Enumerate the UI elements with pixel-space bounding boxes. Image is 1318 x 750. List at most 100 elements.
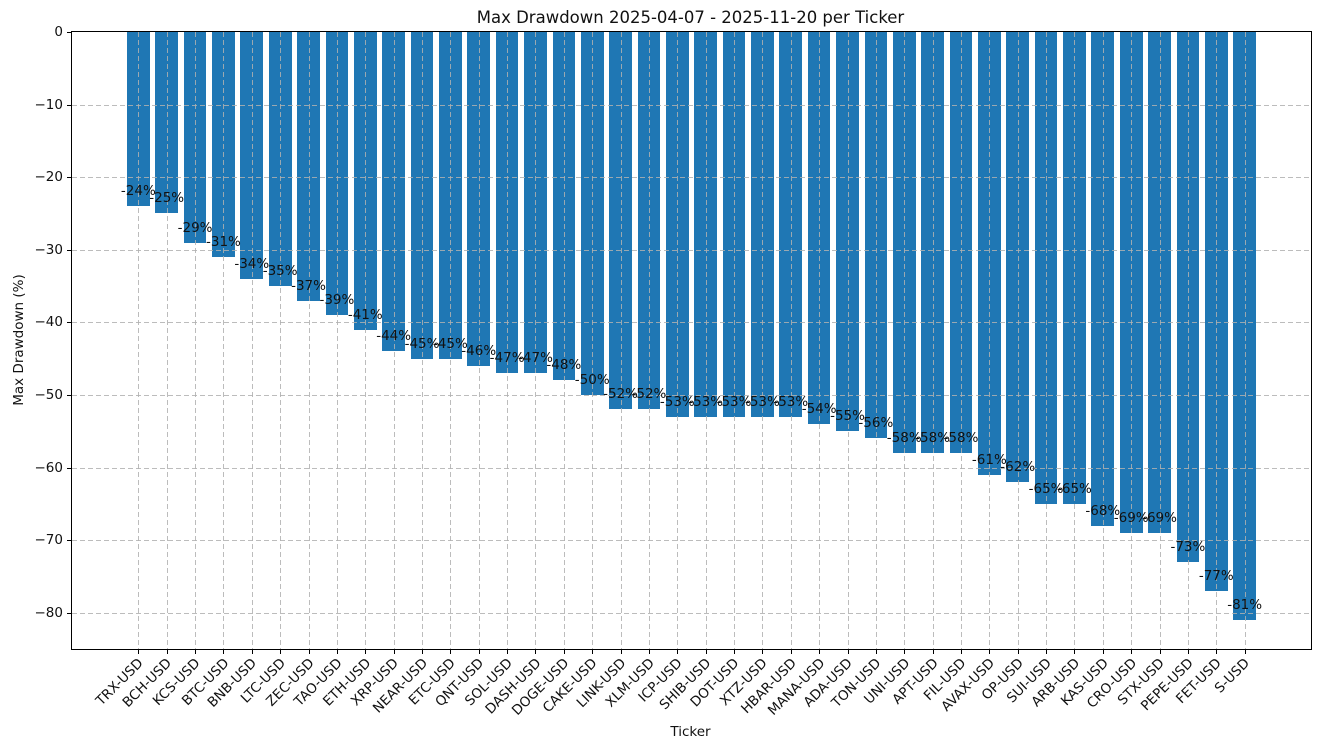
v-gridline xyxy=(478,32,480,649)
v-gridline xyxy=(280,32,282,649)
v-gridline xyxy=(507,32,509,649)
h-gridline xyxy=(72,467,1311,469)
v-gridline xyxy=(989,32,991,649)
v-gridline xyxy=(1017,32,1019,649)
h-gridline xyxy=(72,177,1311,179)
x-tick-mark xyxy=(762,649,764,654)
y-tick-label: −10 xyxy=(34,96,64,113)
x-tick-mark xyxy=(677,649,679,654)
y-tick-mark xyxy=(67,394,72,396)
x-tick-mark xyxy=(1102,649,1104,654)
y-tick-mark xyxy=(67,249,72,251)
v-gridline xyxy=(677,32,679,649)
bar-value-label: -53% xyxy=(688,393,724,410)
bar-value-label: -77% xyxy=(1198,567,1234,584)
x-tick-mark xyxy=(450,649,452,654)
bar-labels-layer: -24% -25% -29% -31% -34% -35% -37% -39% -41% -44%… xyxy=(72,32,1311,649)
v-gridline xyxy=(308,32,310,649)
h-gridline xyxy=(72,394,1311,396)
bar-value-label: -44% xyxy=(376,328,412,345)
v-gridline xyxy=(819,32,821,649)
bar-value-label: -45% xyxy=(432,335,468,352)
v-gridline xyxy=(1102,32,1104,649)
bar-value-label: -52% xyxy=(603,386,639,403)
v-gridline xyxy=(365,32,367,649)
bar-value-label: -45% xyxy=(404,335,440,352)
bar-value-label: -47% xyxy=(489,350,525,367)
y-tick-label: −30 xyxy=(34,241,64,258)
bar-value-label: -58% xyxy=(943,430,979,446)
v-gridline xyxy=(563,32,565,649)
bar-value-label: -58% xyxy=(886,430,922,446)
bar xyxy=(892,32,916,453)
x-tick-mark xyxy=(195,649,197,654)
y-tick-label: −40 xyxy=(34,314,64,331)
x-tick-mark xyxy=(535,649,537,654)
x-tick-mark xyxy=(223,649,225,654)
y-tick-mark xyxy=(67,467,72,469)
y-tick-label: 0 xyxy=(54,24,63,40)
chart-title: Max Drawdown 2025-04-07 - 2025-11-20 per… xyxy=(476,8,905,27)
y-tick-label: −80 xyxy=(34,604,64,621)
v-gridline xyxy=(1159,32,1161,649)
v-gridline xyxy=(1187,32,1189,649)
bar xyxy=(836,32,859,432)
bar-value-label: -65% xyxy=(1028,480,1064,497)
x-tick-mark xyxy=(960,649,962,654)
bar-value-label: -46% xyxy=(461,342,497,359)
x-tick-mark xyxy=(1046,649,1048,654)
h-gridline xyxy=(72,104,1311,106)
bar-value-label: -53% xyxy=(773,393,809,410)
y-tick-mark xyxy=(67,540,72,542)
x-tick-mark xyxy=(166,649,168,654)
x-tick-mark xyxy=(875,649,877,654)
bar-value-label: -41% xyxy=(347,306,383,323)
x-tick-mark xyxy=(904,649,906,654)
bar-value-label: -24% xyxy=(120,183,156,200)
v-gridline xyxy=(592,32,594,649)
v-gridline xyxy=(1046,32,1048,649)
v-gridline xyxy=(393,32,395,649)
v-gridline xyxy=(1216,32,1218,649)
bar xyxy=(580,32,604,395)
h-gridline xyxy=(72,322,1311,324)
x-tick-mark xyxy=(280,649,282,654)
y-tick-label: −50 xyxy=(34,386,64,403)
y-axis-label-text: Max Drawdown (%) xyxy=(11,274,27,406)
bar-value-label: -25% xyxy=(149,190,185,207)
bar-value-label: -69% xyxy=(1113,509,1149,526)
bar xyxy=(467,32,491,366)
x-tick-mark xyxy=(790,649,792,654)
v-gridline xyxy=(875,32,877,649)
bar-value-label: -31% xyxy=(205,234,241,251)
bar-value-label: -34% xyxy=(234,255,270,272)
bar-value-label: -69% xyxy=(1142,509,1177,526)
axis-ticks-layer: TRX-USD BCH-USD KCS-USD BTC-USD BNB-USD LTC-U… xyxy=(35,24,1311,719)
x-tick-mark xyxy=(1216,649,1218,654)
x-tick-mark xyxy=(1017,649,1019,654)
v-gridline xyxy=(960,32,962,649)
y-tick-mark xyxy=(67,104,72,106)
v-gridline xyxy=(847,32,849,649)
bar-value-label: -62% xyxy=(1000,459,1036,476)
bar-value-label: -68% xyxy=(1085,502,1121,519)
x-axis-label: Ticker xyxy=(670,724,711,740)
x-tick-mark xyxy=(648,649,650,654)
v-gridline xyxy=(734,32,736,649)
v-gridline xyxy=(535,32,537,649)
y-tick-label: −60 xyxy=(34,459,64,476)
bar-value-label: -48% xyxy=(546,357,582,374)
bar-value-label: -55% xyxy=(830,408,865,425)
bar-value-label: -53% xyxy=(744,393,780,410)
x-tick-mark xyxy=(563,649,565,654)
v-gridline xyxy=(790,32,792,649)
bar-value-label: -50% xyxy=(574,371,610,388)
x-tick-mark xyxy=(705,649,707,654)
bar-value-label: -47% xyxy=(518,350,553,367)
bar-value-label: -54% xyxy=(801,400,837,417)
v-gridline xyxy=(620,32,622,649)
v-gridline xyxy=(904,32,906,649)
x-tick-mark xyxy=(336,649,338,654)
v-gridline xyxy=(932,32,934,649)
